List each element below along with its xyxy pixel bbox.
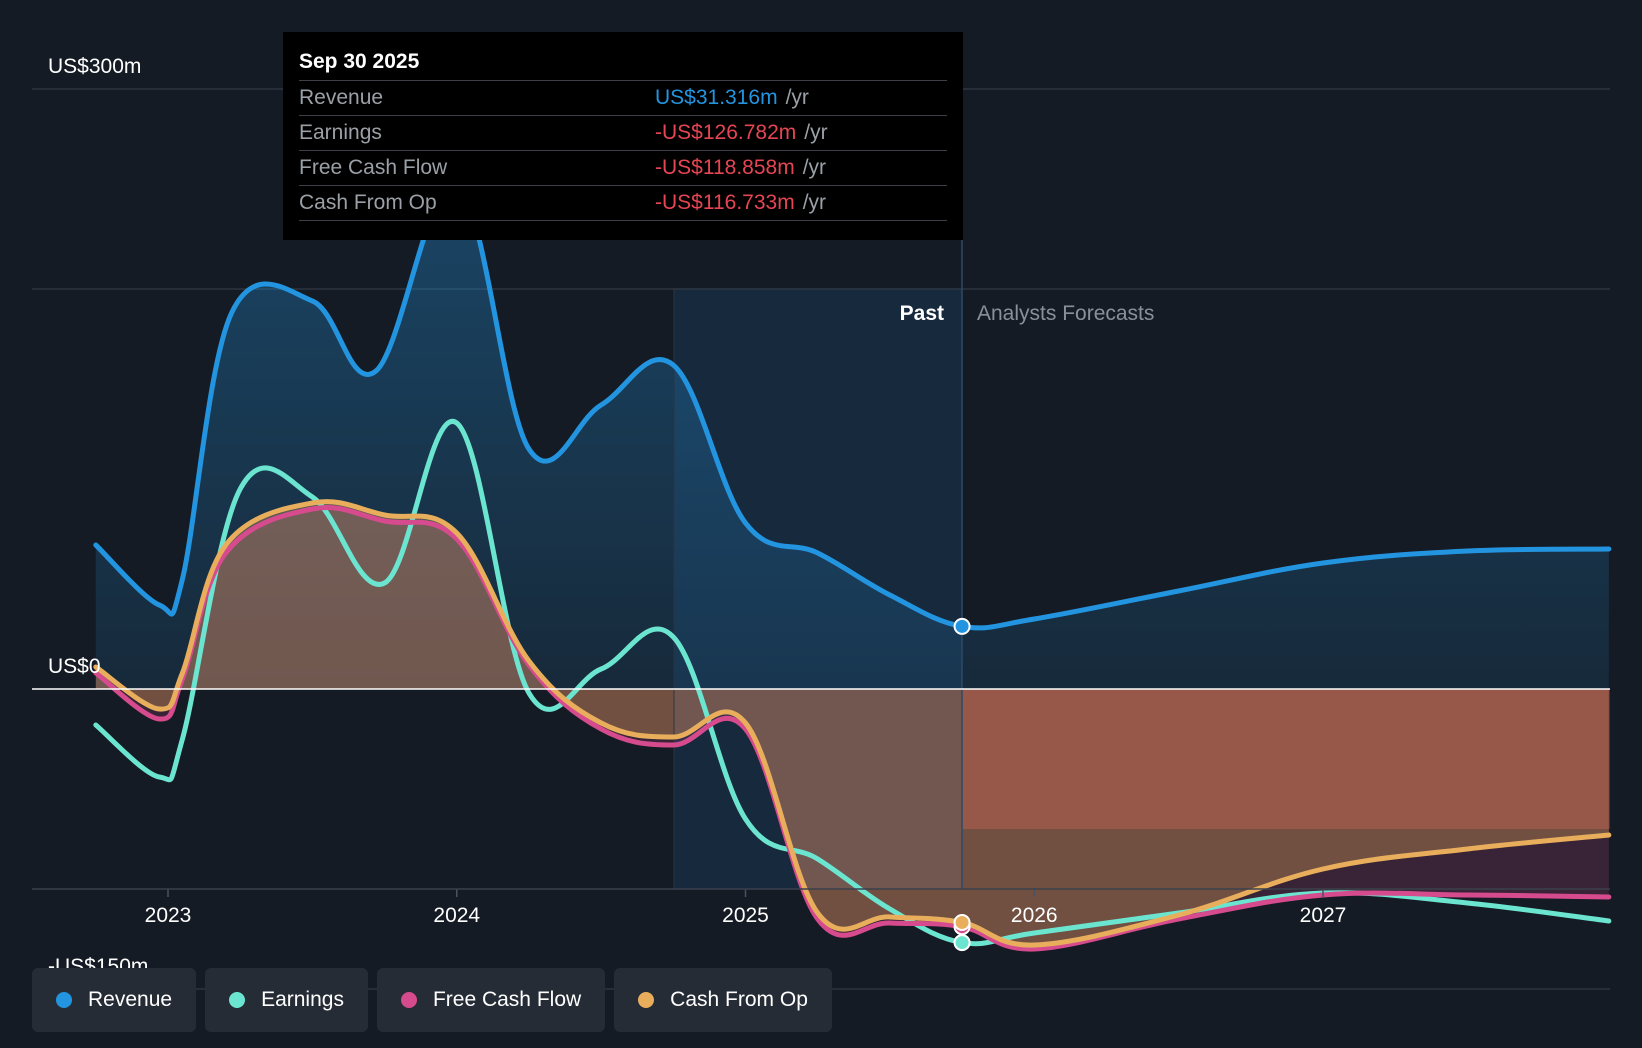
revenue-dot-icon <box>56 992 72 1008</box>
cash-from-op-marker[interactable] <box>953 913 971 931</box>
legend-item-earnings[interactable]: Earnings <box>205 968 368 1032</box>
free-cash-flow-area <box>95 507 1609 950</box>
legend-label: Revenue <box>88 988 173 1011</box>
tooltip-label: Cash From Op <box>299 191 437 214</box>
revenue-marker[interactable] <box>953 617 971 635</box>
tooltip-label: Free Cash Flow <box>299 156 448 179</box>
y-axis-label: US$300m <box>48 55 141 78</box>
tooltip-unit: /yr <box>804 121 828 144</box>
tooltip-row-earnings: Earnings -US$126.782m /yr <box>299 115 947 150</box>
legend: Revenue Earnings Free Cash Flow Cash Fro… <box>32 968 832 1032</box>
tooltip-date: Sep 30 2025 <box>299 50 420 73</box>
legend-item-cash-from-op[interactable]: Cash From Op <box>614 968 832 1032</box>
tooltip: Sep 30 2025 Revenue US$31.316m /yr Earni… <box>283 32 963 240</box>
tooltip-unit: /yr <box>785 86 809 109</box>
tooltip-unit: /yr <box>802 191 827 214</box>
free-cash-flow-dot-icon <box>400 992 417 1008</box>
y-axis-label: US$0 <box>48 655 101 678</box>
tooltip-row-revenue: Revenue US$31.316m /yr <box>299 80 947 115</box>
legend-label: Free Cash Flow <box>432 988 582 1011</box>
x-tick-label: 2026 <box>1011 904 1058 927</box>
x-tick-label: 2023 <box>145 904 192 927</box>
tooltip-value: -US$118.858m <box>655 156 795 179</box>
tooltip-label: Earnings <box>299 121 382 144</box>
forecast-label: Analysts Forecasts <box>977 302 1154 325</box>
cash-from-op-line <box>93 499 1612 948</box>
revenue-line <box>93 182 1612 631</box>
cash-from-op-area <box>95 501 1609 946</box>
tooltip-value: -US$116.733m <box>655 191 795 214</box>
x-tick-label: 2027 <box>1300 904 1347 927</box>
tooltip-value: -US$126.782m <box>655 121 797 144</box>
forecast-negative-band <box>962 689 1610 829</box>
x-tick-label: 2024 <box>433 904 480 927</box>
cash-from-op-dot-icon <box>638 992 655 1008</box>
tooltip-row-free-cash-flow: Free Cash Flow -US$118.858m /yr <box>299 150 947 185</box>
legend-label: Earnings <box>261 988 344 1011</box>
tooltip-label: Revenue <box>299 86 384 109</box>
tooltip-value: US$31.316m <box>655 86 778 109</box>
legend-item-revenue[interactable]: Revenue <box>32 968 197 1032</box>
past-label: Past <box>900 302 944 325</box>
legend-label: Cash From Op <box>670 988 808 1011</box>
earnings-marker[interactable] <box>953 934 971 952</box>
tooltip-unit: /yr <box>802 156 827 179</box>
legend-item-free-cash-flow[interactable]: Free Cash Flow <box>376 968 606 1032</box>
x-tick-label: 2025 <box>722 904 769 927</box>
tooltip-row-cash-from-op: Cash From Op -US$116.733m /yr <box>299 185 947 221</box>
earnings-dot-icon <box>229 992 246 1008</box>
free-cash-flow-line <box>93 505 1612 952</box>
